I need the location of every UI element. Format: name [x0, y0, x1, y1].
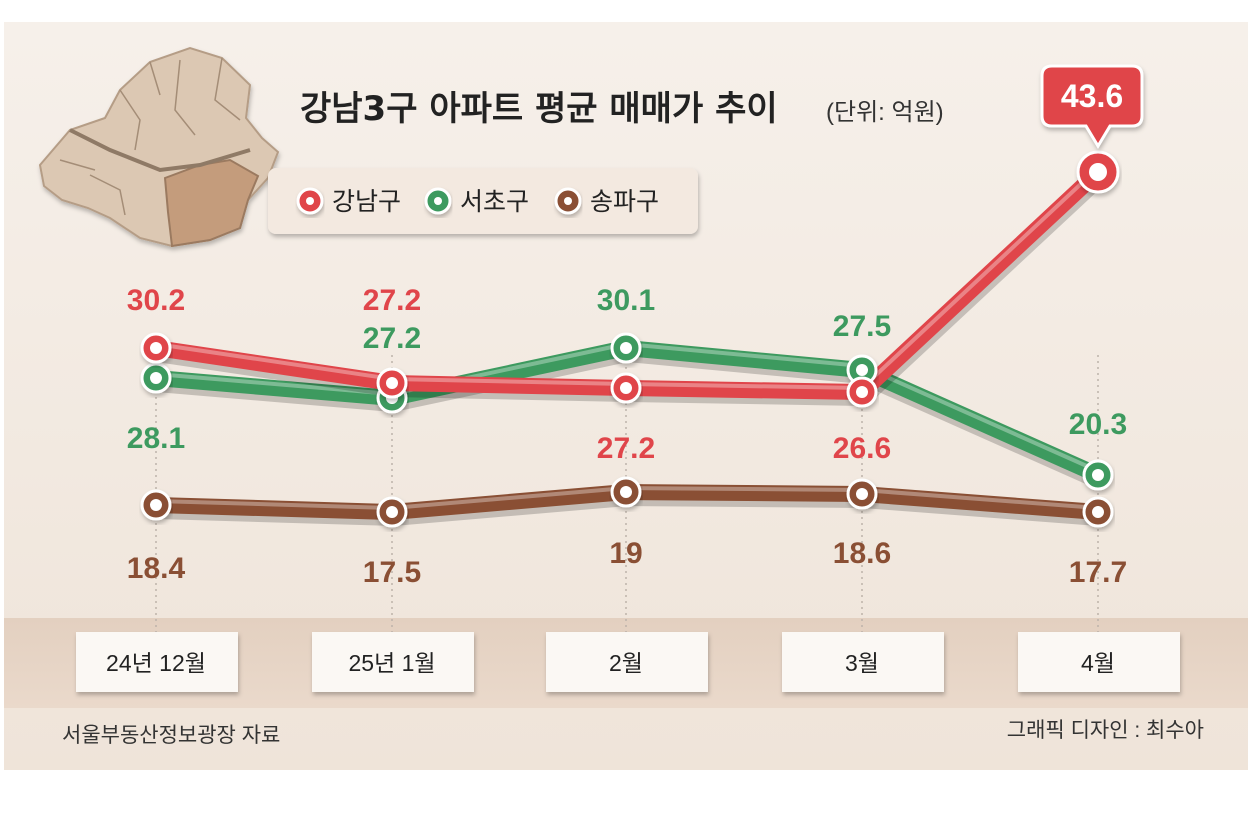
value-label: 18.4	[127, 552, 186, 585]
value-label: 18.6	[833, 537, 891, 570]
data-point-center	[620, 382, 632, 394]
value-label: 27.2	[597, 432, 655, 465]
x-tick-label: 2월	[609, 650, 643, 676]
x-tick-box	[782, 632, 944, 692]
x-tick-box	[76, 632, 238, 692]
value-label: 20.3	[1069, 408, 1127, 441]
legend-marker-center	[306, 197, 314, 205]
x-tick-label: 3월	[845, 650, 879, 676]
data-point-center	[150, 342, 162, 354]
data-point-center	[856, 364, 868, 376]
legend-label: 서초구	[460, 188, 529, 216]
data-point-center	[856, 386, 868, 398]
chart-unit: (단위: 억원)	[826, 99, 944, 126]
chart-title: 강남3구 아파트 평균 매매가 추이	[300, 89, 778, 129]
data-point-center	[620, 342, 632, 354]
value-label: 19	[609, 537, 642, 570]
legend-label: 송파구	[590, 188, 659, 216]
value-label: 28.1	[127, 422, 185, 455]
callout-value-label: 43.6	[1061, 78, 1123, 114]
callout-bubble	[1040, 64, 1144, 149]
x-tick-label: 24년 12월	[106, 650, 206, 676]
legend: 강남구 서초구 송파구	[268, 168, 698, 234]
value-label: 30.1	[597, 284, 655, 317]
value-label: 30.2	[127, 284, 185, 317]
value-label: 17.7	[1069, 556, 1127, 589]
value-label: 27.2	[363, 284, 421, 317]
data-point-center	[150, 499, 162, 511]
credit-text: 그래픽 디자인 : 최수아	[1007, 719, 1204, 742]
legend-marker-center	[434, 197, 442, 205]
data-point-center	[1089, 163, 1107, 181]
data-point-center	[386, 506, 398, 518]
legend-box	[268, 168, 698, 234]
x-tick-box	[1018, 632, 1180, 692]
value-label: 27.2	[363, 322, 421, 355]
data-point-center	[386, 377, 398, 389]
data-point-center	[620, 486, 632, 498]
data-point-center	[150, 372, 162, 384]
seoul-map-icon	[38, 46, 280, 248]
value-label: 26.6	[833, 432, 891, 465]
data-point-center	[1092, 469, 1104, 481]
x-tick-box	[546, 632, 708, 692]
data-point-center	[856, 488, 868, 500]
data-point-center	[1092, 506, 1104, 518]
value-label: 27.5	[833, 310, 891, 343]
legend-label: 강남구	[332, 188, 401, 216]
source-text: 서울부동산정보광장 자료	[62, 724, 280, 747]
legend-marker-center	[564, 197, 572, 205]
value-label: 17.5	[363, 556, 421, 589]
x-tick-label: 25년 1월	[348, 650, 435, 676]
x-tick-label: 4월	[1081, 650, 1115, 676]
x-tick-box	[312, 632, 474, 692]
